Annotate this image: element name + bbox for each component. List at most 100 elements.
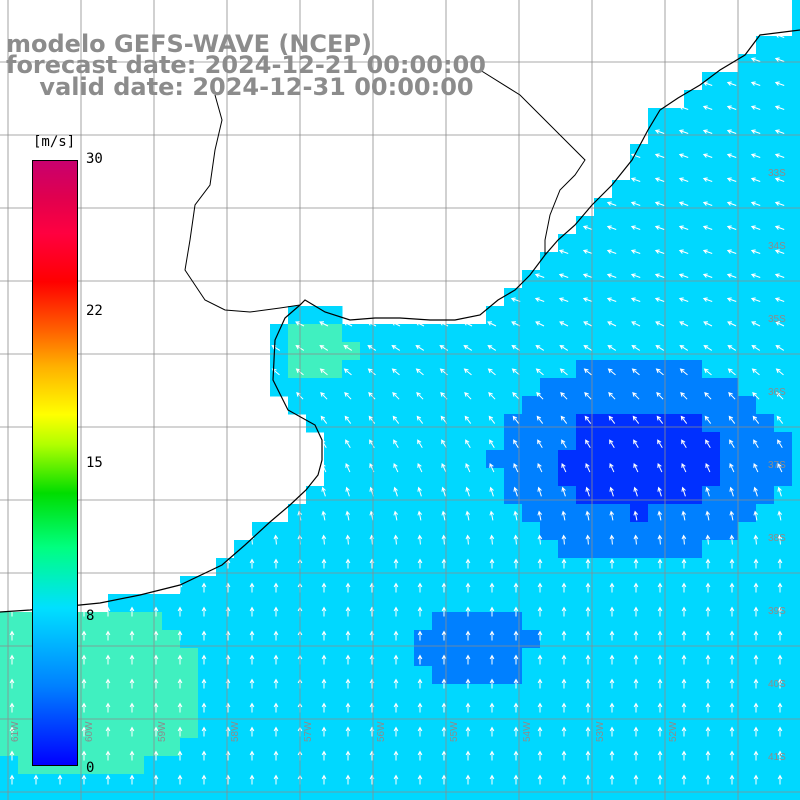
- wind-arrow-icon: [153, 774, 159, 785]
- wind-arrow-icon: [177, 774, 183, 785]
- wind-arrow-icon: [513, 462, 519, 473]
- wind-speed-cell: [270, 666, 289, 685]
- wind-speed-cell: [486, 594, 505, 613]
- wind-speed-cell: [18, 756, 37, 775]
- colorbar-tick: 0: [86, 760, 95, 776]
- wind-speed-cell: [558, 648, 577, 667]
- wind-speed-cell: [288, 792, 307, 800]
- wind-arrow-icon: [585, 606, 591, 617]
- wind-speed-cell: [594, 468, 613, 487]
- wind-arrow-icon: [705, 678, 711, 689]
- wind-arrow-icon: [681, 774, 687, 785]
- wind-speed-cell: [108, 738, 127, 757]
- wind-arrow-icon: [273, 534, 279, 545]
- wind-speed-cell: [576, 288, 595, 307]
- wind-speed-cell: [432, 684, 451, 703]
- wind-arrow-icon: [391, 368, 400, 376]
- wind-arrow-icon: [585, 678, 591, 689]
- wind-arrow-icon: [344, 415, 352, 424]
- wind-speed-cell: [720, 468, 739, 487]
- coastline-line: [0, 29, 800, 613]
- wind-arrow-icon: [753, 606, 759, 617]
- wind-speed-cell: [252, 684, 271, 703]
- wind-arrow-icon: [81, 702, 87, 713]
- wind-speed-cell: [468, 378, 487, 397]
- wind-speed-cell: [414, 522, 433, 541]
- wind-speed-cell: [378, 360, 397, 379]
- wind-arrow-icon: [465, 702, 471, 713]
- wind-speed-cell: [450, 648, 469, 667]
- wind-arrow-icon: [585, 558, 591, 569]
- wind-arrow-icon: [489, 486, 494, 497]
- wind-speed-cell: [576, 342, 595, 361]
- wind-speed-cell: [198, 576, 217, 595]
- wind-arrow-icon: [391, 321, 401, 327]
- wind-speed-cell: [90, 648, 109, 667]
- wind-speed-cell: [558, 594, 577, 613]
- wind-speed-cell: [468, 792, 487, 800]
- wind-speed-cell: [612, 378, 631, 397]
- wind-speed-cell: [360, 756, 379, 775]
- wind-speed-cell: [540, 342, 559, 361]
- wind-speed-cell: [738, 72, 757, 91]
- lon-label: 57W: [303, 721, 314, 742]
- wind-speed-cell: [756, 54, 775, 73]
- wind-arrow-icon: [750, 249, 761, 254]
- wind-speed-cell: [252, 522, 271, 541]
- wind-speed-cell: [666, 108, 685, 127]
- wind-speed-cell: [342, 738, 361, 757]
- wind-speed-cell: [234, 684, 253, 703]
- wind-speed-cell: [450, 684, 469, 703]
- wind-arrow-icon: [585, 582, 591, 593]
- wind-speed-cell: [666, 612, 685, 631]
- wind-speed-cell: [792, 720, 800, 739]
- wind-arrow-icon: [153, 678, 159, 689]
- lon-label: 53W: [595, 721, 606, 742]
- wind-speed-cell: [630, 414, 649, 433]
- wind-arrow-icon: [534, 273, 545, 278]
- wind-speed-cell: [774, 378, 793, 397]
- wind-speed-cell: [666, 252, 685, 271]
- wind-speed-cell: [756, 666, 775, 685]
- wind-arrow-icon: [561, 678, 567, 689]
- wind-arrow-icon: [776, 392, 784, 400]
- wind-arrow-icon: [513, 606, 519, 617]
- wind-speed-cell: [522, 630, 541, 649]
- wind-speed-cell: [630, 612, 649, 631]
- wind-speed-cell: [774, 72, 793, 91]
- wind-arrow-icon: [393, 654, 399, 665]
- wind-arrow-icon: [632, 392, 640, 400]
- wind-speed-cell: [504, 378, 523, 397]
- wind-arrow-icon: [201, 678, 207, 689]
- wind-speed-cell: [666, 738, 685, 757]
- wind-speed-cell: [342, 540, 361, 559]
- wind-speed-cell: [288, 684, 307, 703]
- wind-speed-cell: [594, 288, 613, 307]
- wind-speed-cell: [648, 288, 667, 307]
- wind-speed-cell: [630, 198, 649, 217]
- wind-speed-cell: [0, 756, 19, 775]
- wind-speed-cell: [342, 360, 361, 379]
- wind-speed-cell: [216, 684, 235, 703]
- wind-speed-cell: [558, 306, 577, 325]
- wind-speed-cell: [612, 576, 631, 595]
- wind-speed-cell: [702, 594, 721, 613]
- wind-arrow-icon: [702, 297, 713, 302]
- wind-arrow-icon: [489, 702, 495, 713]
- wind-speed-cell: [612, 630, 631, 649]
- wind-speed-cell: [720, 108, 739, 127]
- wind-speed-cell: [576, 324, 595, 343]
- wind-speed-cell: [288, 612, 307, 631]
- wind-arrow-icon: [321, 486, 326, 497]
- wind-arrow-icon: [393, 678, 399, 689]
- wind-arrow-icon: [657, 510, 663, 521]
- wind-arrow-icon: [680, 392, 688, 400]
- wind-speed-cell: [234, 792, 253, 800]
- wind-speed-cell: [522, 666, 541, 685]
- wind-speed-cell: [162, 738, 181, 757]
- wind-speed-cell: [414, 774, 433, 793]
- wind-arrow-icon: [537, 606, 543, 617]
- wind-speed-cell: [684, 630, 703, 649]
- wind-arrow-icon: [345, 582, 351, 593]
- wind-speed-cell: [468, 630, 487, 649]
